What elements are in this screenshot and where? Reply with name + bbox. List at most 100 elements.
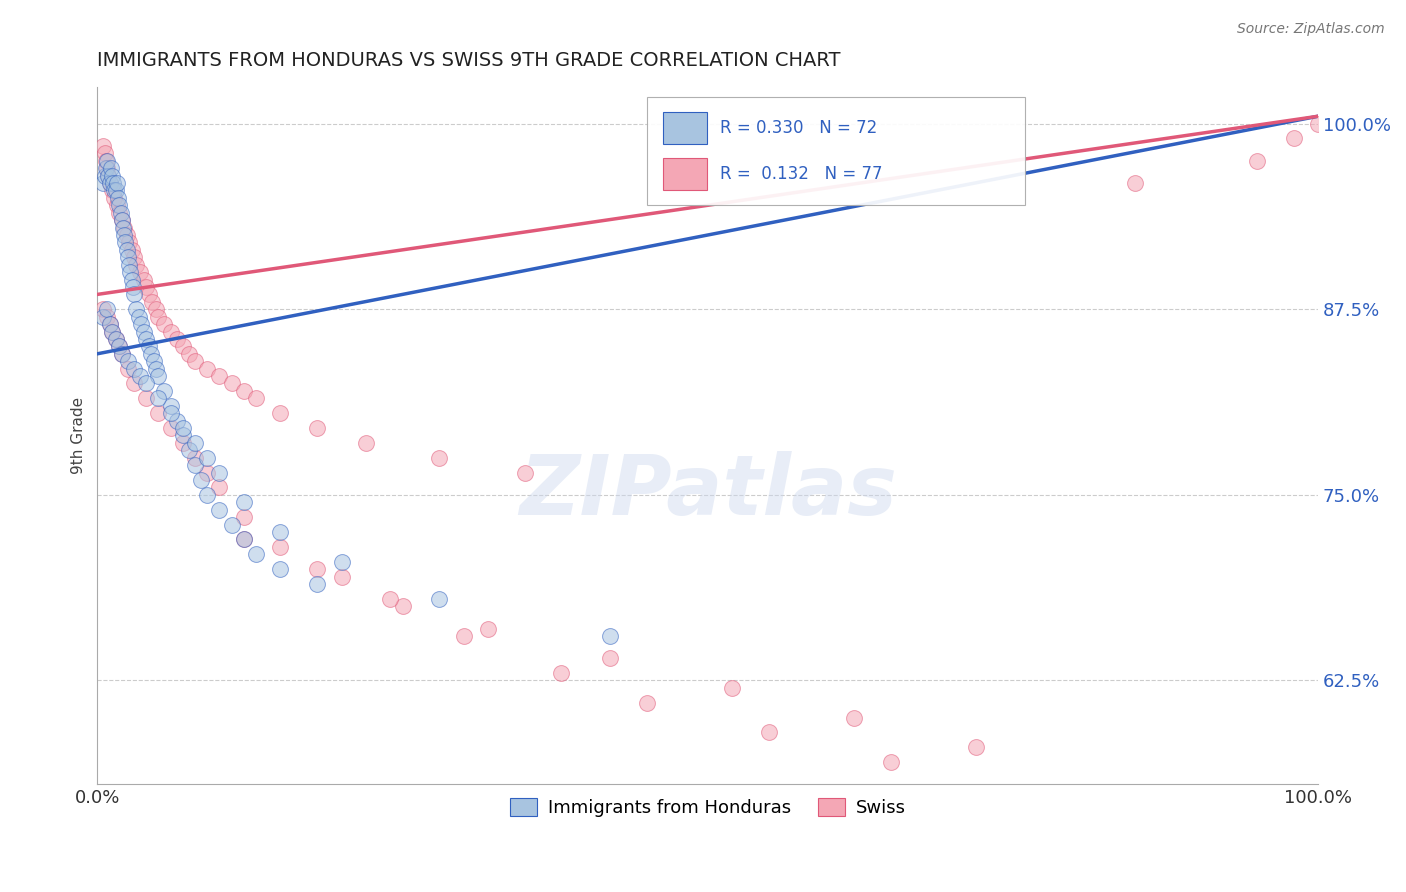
Point	[135, 280, 157, 294]
Point	[148, 369, 170, 384]
Point	[195, 450, 218, 465]
Point	[138, 339, 160, 353]
Point	[125, 258, 148, 272]
Point	[221, 376, 243, 391]
FancyBboxPatch shape	[662, 112, 707, 145]
Point	[477, 622, 499, 636]
Point	[100, 161, 122, 176]
Point	[138, 287, 160, 301]
Point	[135, 392, 157, 406]
Point	[177, 443, 200, 458]
Point	[190, 473, 212, 487]
Point	[184, 458, 207, 472]
Point	[118, 258, 141, 272]
Point	[172, 428, 194, 442]
Point	[427, 591, 450, 606]
Point	[103, 184, 125, 198]
Point	[550, 666, 572, 681]
Point	[96, 310, 118, 324]
Point	[1246, 153, 1268, 168]
Point	[115, 243, 138, 257]
Point	[118, 235, 141, 250]
Point	[132, 325, 155, 339]
Text: Source: ZipAtlas.com: Source: ZipAtlas.com	[1237, 22, 1385, 37]
Point	[195, 361, 218, 376]
Point	[166, 414, 188, 428]
Point	[208, 502, 231, 516]
Point	[117, 250, 139, 264]
Legend: Immigrants from Honduras, Swiss: Immigrants from Honduras, Swiss	[502, 790, 912, 824]
Point	[172, 436, 194, 450]
Point	[166, 332, 188, 346]
Point	[880, 755, 903, 769]
Point	[148, 406, 170, 420]
Point	[232, 533, 254, 547]
Point	[122, 376, 145, 391]
Point	[427, 450, 450, 465]
Point	[96, 161, 118, 176]
Point	[307, 562, 329, 576]
Point	[636, 696, 658, 710]
Point	[129, 369, 152, 384]
Point	[269, 406, 291, 420]
Point	[93, 310, 115, 324]
Point	[110, 205, 132, 219]
Point	[159, 399, 181, 413]
Point	[145, 302, 167, 317]
Point	[103, 191, 125, 205]
Point	[93, 139, 115, 153]
Point	[184, 450, 207, 465]
Point	[101, 169, 124, 183]
Point	[129, 317, 152, 331]
Point	[172, 339, 194, 353]
Point	[108, 339, 131, 353]
Point	[1282, 131, 1305, 145]
Text: R =  0.132   N = 77: R = 0.132 N = 77	[720, 165, 883, 183]
Point	[120, 265, 142, 279]
Point	[104, 332, 127, 346]
Y-axis label: 9th Grade: 9th Grade	[72, 397, 86, 474]
Point	[159, 406, 181, 420]
Point	[108, 339, 131, 353]
Point	[112, 220, 135, 235]
Point	[117, 354, 139, 368]
Point	[844, 710, 866, 724]
Point	[101, 184, 124, 198]
Point	[104, 184, 127, 198]
FancyBboxPatch shape	[647, 97, 1025, 205]
Point	[307, 421, 329, 435]
Point	[97, 169, 120, 183]
Text: ZIPatlas: ZIPatlas	[519, 450, 897, 532]
Point	[141, 294, 163, 309]
Point	[135, 376, 157, 391]
Point	[139, 347, 162, 361]
Point	[135, 332, 157, 346]
Point	[721, 681, 744, 695]
Point	[965, 740, 987, 755]
Point	[153, 317, 176, 331]
Point	[97, 169, 120, 183]
Point	[758, 725, 780, 739]
Point	[232, 495, 254, 509]
Point	[108, 205, 131, 219]
Point	[159, 325, 181, 339]
Point	[148, 310, 170, 324]
Point	[98, 317, 121, 331]
Point	[195, 466, 218, 480]
Point	[245, 547, 267, 561]
Point	[103, 176, 125, 190]
Point	[354, 436, 377, 450]
Point	[453, 629, 475, 643]
Point	[142, 354, 165, 368]
Point	[104, 332, 127, 346]
FancyBboxPatch shape	[662, 158, 707, 190]
Point	[380, 591, 402, 606]
Point	[1308, 117, 1330, 131]
Point	[98, 317, 121, 331]
Point	[111, 213, 134, 227]
Point	[159, 421, 181, 435]
Point	[101, 325, 124, 339]
Point	[94, 161, 117, 176]
Point	[125, 302, 148, 317]
Point	[172, 421, 194, 435]
